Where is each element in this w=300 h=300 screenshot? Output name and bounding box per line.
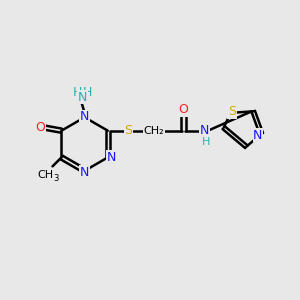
Text: CH₂: CH₂ [143,126,164,136]
Text: N: N [200,124,209,137]
Text: N: N [77,91,87,103]
Text: H: H [202,137,210,147]
Text: N: N [80,166,89,179]
Text: CH: CH [37,170,53,180]
Text: O: O [36,121,46,134]
Text: S: S [124,124,133,137]
Text: H: H [73,85,82,98]
Text: S: S [228,105,236,118]
Text: O: O [178,103,188,116]
Text: N: N [107,151,116,164]
Text: 3: 3 [53,174,58,183]
Text: N: N [80,110,89,123]
Text: N: N [253,129,262,142]
Text: H: H [83,85,92,98]
